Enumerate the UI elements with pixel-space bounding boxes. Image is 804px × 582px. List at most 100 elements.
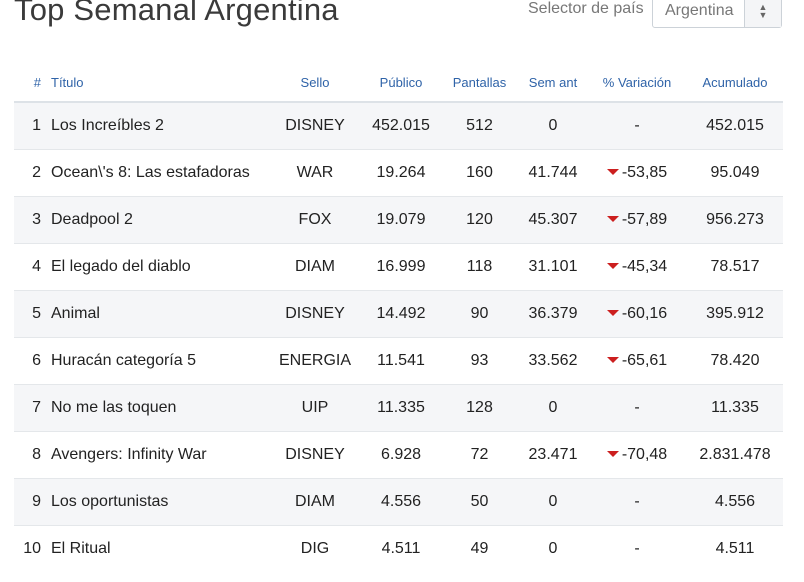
sello-cell: UIP bbox=[268, 384, 362, 432]
col-header-rank[interactable]: # bbox=[14, 63, 41, 103]
up-down-caret-icon[interactable]: ▲ ▼ bbox=[744, 0, 781, 27]
pantallas-cell: 118 bbox=[440, 243, 519, 291]
sello-cell: FOX bbox=[268, 196, 362, 244]
variacion-cell: -60,16 bbox=[587, 290, 687, 338]
title-text[interactable]: Deadpool 2 bbox=[51, 211, 133, 228]
variacion-cell: - bbox=[587, 101, 687, 150]
acumulado-cell: 4.556 bbox=[687, 478, 783, 526]
title-cell[interactable]: El legado del diablo bbox=[41, 243, 268, 291]
variacion-cell: -57,89 bbox=[587, 196, 687, 244]
table-row[interactable]: 10 El Ritual DIG 4.511 49 0 - 4.511 bbox=[14, 525, 783, 572]
pantallas-cell: 93 bbox=[440, 337, 519, 385]
table-row[interactable]: 8 Avengers: Infinity War DISNEY 6.928 72… bbox=[14, 431, 783, 479]
pantallas-cell: 128 bbox=[440, 384, 519, 432]
title-text[interactable]: Animal bbox=[51, 305, 100, 322]
table-row[interactable]: 3 Deadpool 2 FOX 19.079 120 45.307 -57,8… bbox=[14, 196, 783, 244]
country-selector-label: Selector de país bbox=[528, 0, 644, 17]
down-triangle-icon bbox=[606, 263, 619, 269]
variacion-cell: - bbox=[587, 525, 687, 572]
sem-ant-cell: 36.379 bbox=[519, 290, 587, 338]
title-cell[interactable]: Avengers: Infinity War bbox=[41, 431, 268, 479]
down-triangle-icon bbox=[606, 310, 619, 316]
variacion-cell: -53,85 bbox=[587, 149, 687, 197]
rank-cell: 6 bbox=[14, 337, 41, 385]
rank-cell: 3 bbox=[14, 196, 41, 244]
country-select-value: Argentina bbox=[665, 2, 734, 19]
sem-ant-cell: 0 bbox=[519, 525, 587, 572]
acumulado-cell: 452.015 bbox=[687, 101, 783, 150]
acumulado-cell: 4.511 bbox=[687, 525, 783, 572]
title-text[interactable]: Ocean\'s 8: Las estafadoras bbox=[51, 164, 250, 181]
sem-ant-cell: 31.101 bbox=[519, 243, 587, 291]
title-cell[interactable]: Ocean\'s 8: Las estafadoras bbox=[41, 149, 268, 197]
sello-cell: DIG bbox=[268, 525, 362, 572]
col-header-title[interactable]: Título bbox=[41, 63, 268, 103]
acumulado-cell: 78.517 bbox=[687, 243, 783, 291]
variacion-value: - bbox=[634, 399, 640, 416]
pantallas-cell: 90 bbox=[440, 290, 519, 338]
title-cell[interactable]: No me las toquen bbox=[41, 384, 268, 432]
acumulado-cell: 78.420 bbox=[687, 337, 783, 385]
acumulado-cell: 2.831.478 bbox=[687, 431, 783, 479]
variacion-value: -57,89 bbox=[621, 211, 668, 228]
rank-cell: 4 bbox=[14, 243, 41, 291]
variacion-value: - bbox=[634, 117, 640, 134]
sem-ant-cell: 23.471 bbox=[519, 431, 587, 479]
title-cell[interactable]: Los oportunistas bbox=[41, 478, 268, 526]
title-text[interactable]: El legado del diablo bbox=[51, 258, 191, 275]
rank-cell: 5 bbox=[14, 290, 41, 338]
col-header-publico[interactable]: Público bbox=[362, 63, 440, 103]
sem-ant-cell: 33.562 bbox=[519, 337, 587, 385]
table-row[interactable]: 2 Ocean\'s 8: Las estafadoras WAR 19.264… bbox=[14, 149, 783, 197]
title-text[interactable]: Huracán categoría 5 bbox=[51, 352, 196, 369]
title-cell[interactable]: Animal bbox=[41, 290, 268, 338]
col-header-acumulado[interactable]: Acumulado bbox=[687, 63, 783, 103]
publico-cell: 6.928 bbox=[362, 431, 440, 479]
pantallas-cell: 50 bbox=[440, 478, 519, 526]
sello-cell: DIAM bbox=[268, 243, 362, 291]
page-title: Top Semanal Argentina bbox=[14, 0, 339, 27]
country-select[interactable]: Argentina ▲ ▼ bbox=[652, 0, 782, 28]
publico-cell: 19.079 bbox=[362, 196, 440, 244]
title-text[interactable]: Los Increíbles 2 bbox=[51, 117, 164, 134]
variacion-cell: -45,34 bbox=[587, 243, 687, 291]
variacion-cell: -65,61 bbox=[587, 337, 687, 385]
rank-cell: 1 bbox=[14, 101, 41, 150]
table-row[interactable]: 4 El legado del diablo DIAM 16.999 118 3… bbox=[14, 243, 783, 291]
title-text[interactable]: Los oportunistas bbox=[51, 493, 169, 510]
variacion-value: - bbox=[634, 540, 640, 557]
table-row[interactable]: 5 Animal DISNEY 14.492 90 36.379 -60,16 … bbox=[14, 290, 783, 338]
variacion-cell: - bbox=[587, 384, 687, 432]
publico-cell: 11.541 bbox=[362, 337, 440, 385]
title-cell[interactable]: Deadpool 2 bbox=[41, 196, 268, 244]
col-header-variacion[interactable]: % Variación bbox=[587, 63, 687, 103]
publico-cell: 452.015 bbox=[362, 101, 440, 150]
rank-cell: 10 bbox=[14, 525, 41, 572]
acumulado-cell: 11.335 bbox=[687, 384, 783, 432]
col-header-pantallas[interactable]: Pantallas bbox=[440, 63, 519, 103]
title-cell[interactable]: Los Increíbles 2 bbox=[41, 101, 268, 150]
ranking-table: # Título Sello Público Pantallas Sem ant… bbox=[14, 63, 783, 572]
title-text[interactable]: No me las toquen bbox=[51, 399, 177, 416]
col-header-sello[interactable]: Sello bbox=[268, 63, 362, 103]
col-header-sem-ant[interactable]: Sem ant bbox=[519, 63, 587, 103]
title-cell[interactable]: El Ritual bbox=[41, 525, 268, 572]
acumulado-cell: 395.912 bbox=[687, 290, 783, 338]
sello-cell: DIAM bbox=[268, 478, 362, 526]
title-text[interactable]: El Ritual bbox=[51, 540, 111, 557]
rank-cell: 7 bbox=[14, 384, 41, 432]
sem-ant-cell: 0 bbox=[519, 101, 587, 150]
publico-cell: 14.492 bbox=[362, 290, 440, 338]
publico-cell: 4.556 bbox=[362, 478, 440, 526]
publico-cell: 16.999 bbox=[362, 243, 440, 291]
title-text[interactable]: Avengers: Infinity War bbox=[51, 446, 207, 463]
title-cell[interactable]: Huracán categoría 5 bbox=[41, 337, 268, 385]
publico-cell: 19.264 bbox=[362, 149, 440, 197]
sem-ant-cell: 41.744 bbox=[519, 149, 587, 197]
table-row[interactable]: 9 Los oportunistas DIAM 4.556 50 0 - 4.5… bbox=[14, 478, 783, 526]
table-row[interactable]: 7 No me las toquen UIP 11.335 128 0 - 11… bbox=[14, 384, 783, 432]
table-row[interactable]: 1 Los Increíbles 2 DISNEY 452.015 512 0 … bbox=[14, 101, 783, 150]
variacion-value: -53,85 bbox=[621, 164, 668, 181]
table-row[interactable]: 6 Huracán categoría 5 ENERGIA 11.541 93 … bbox=[14, 337, 783, 385]
down-triangle-icon bbox=[606, 451, 619, 457]
